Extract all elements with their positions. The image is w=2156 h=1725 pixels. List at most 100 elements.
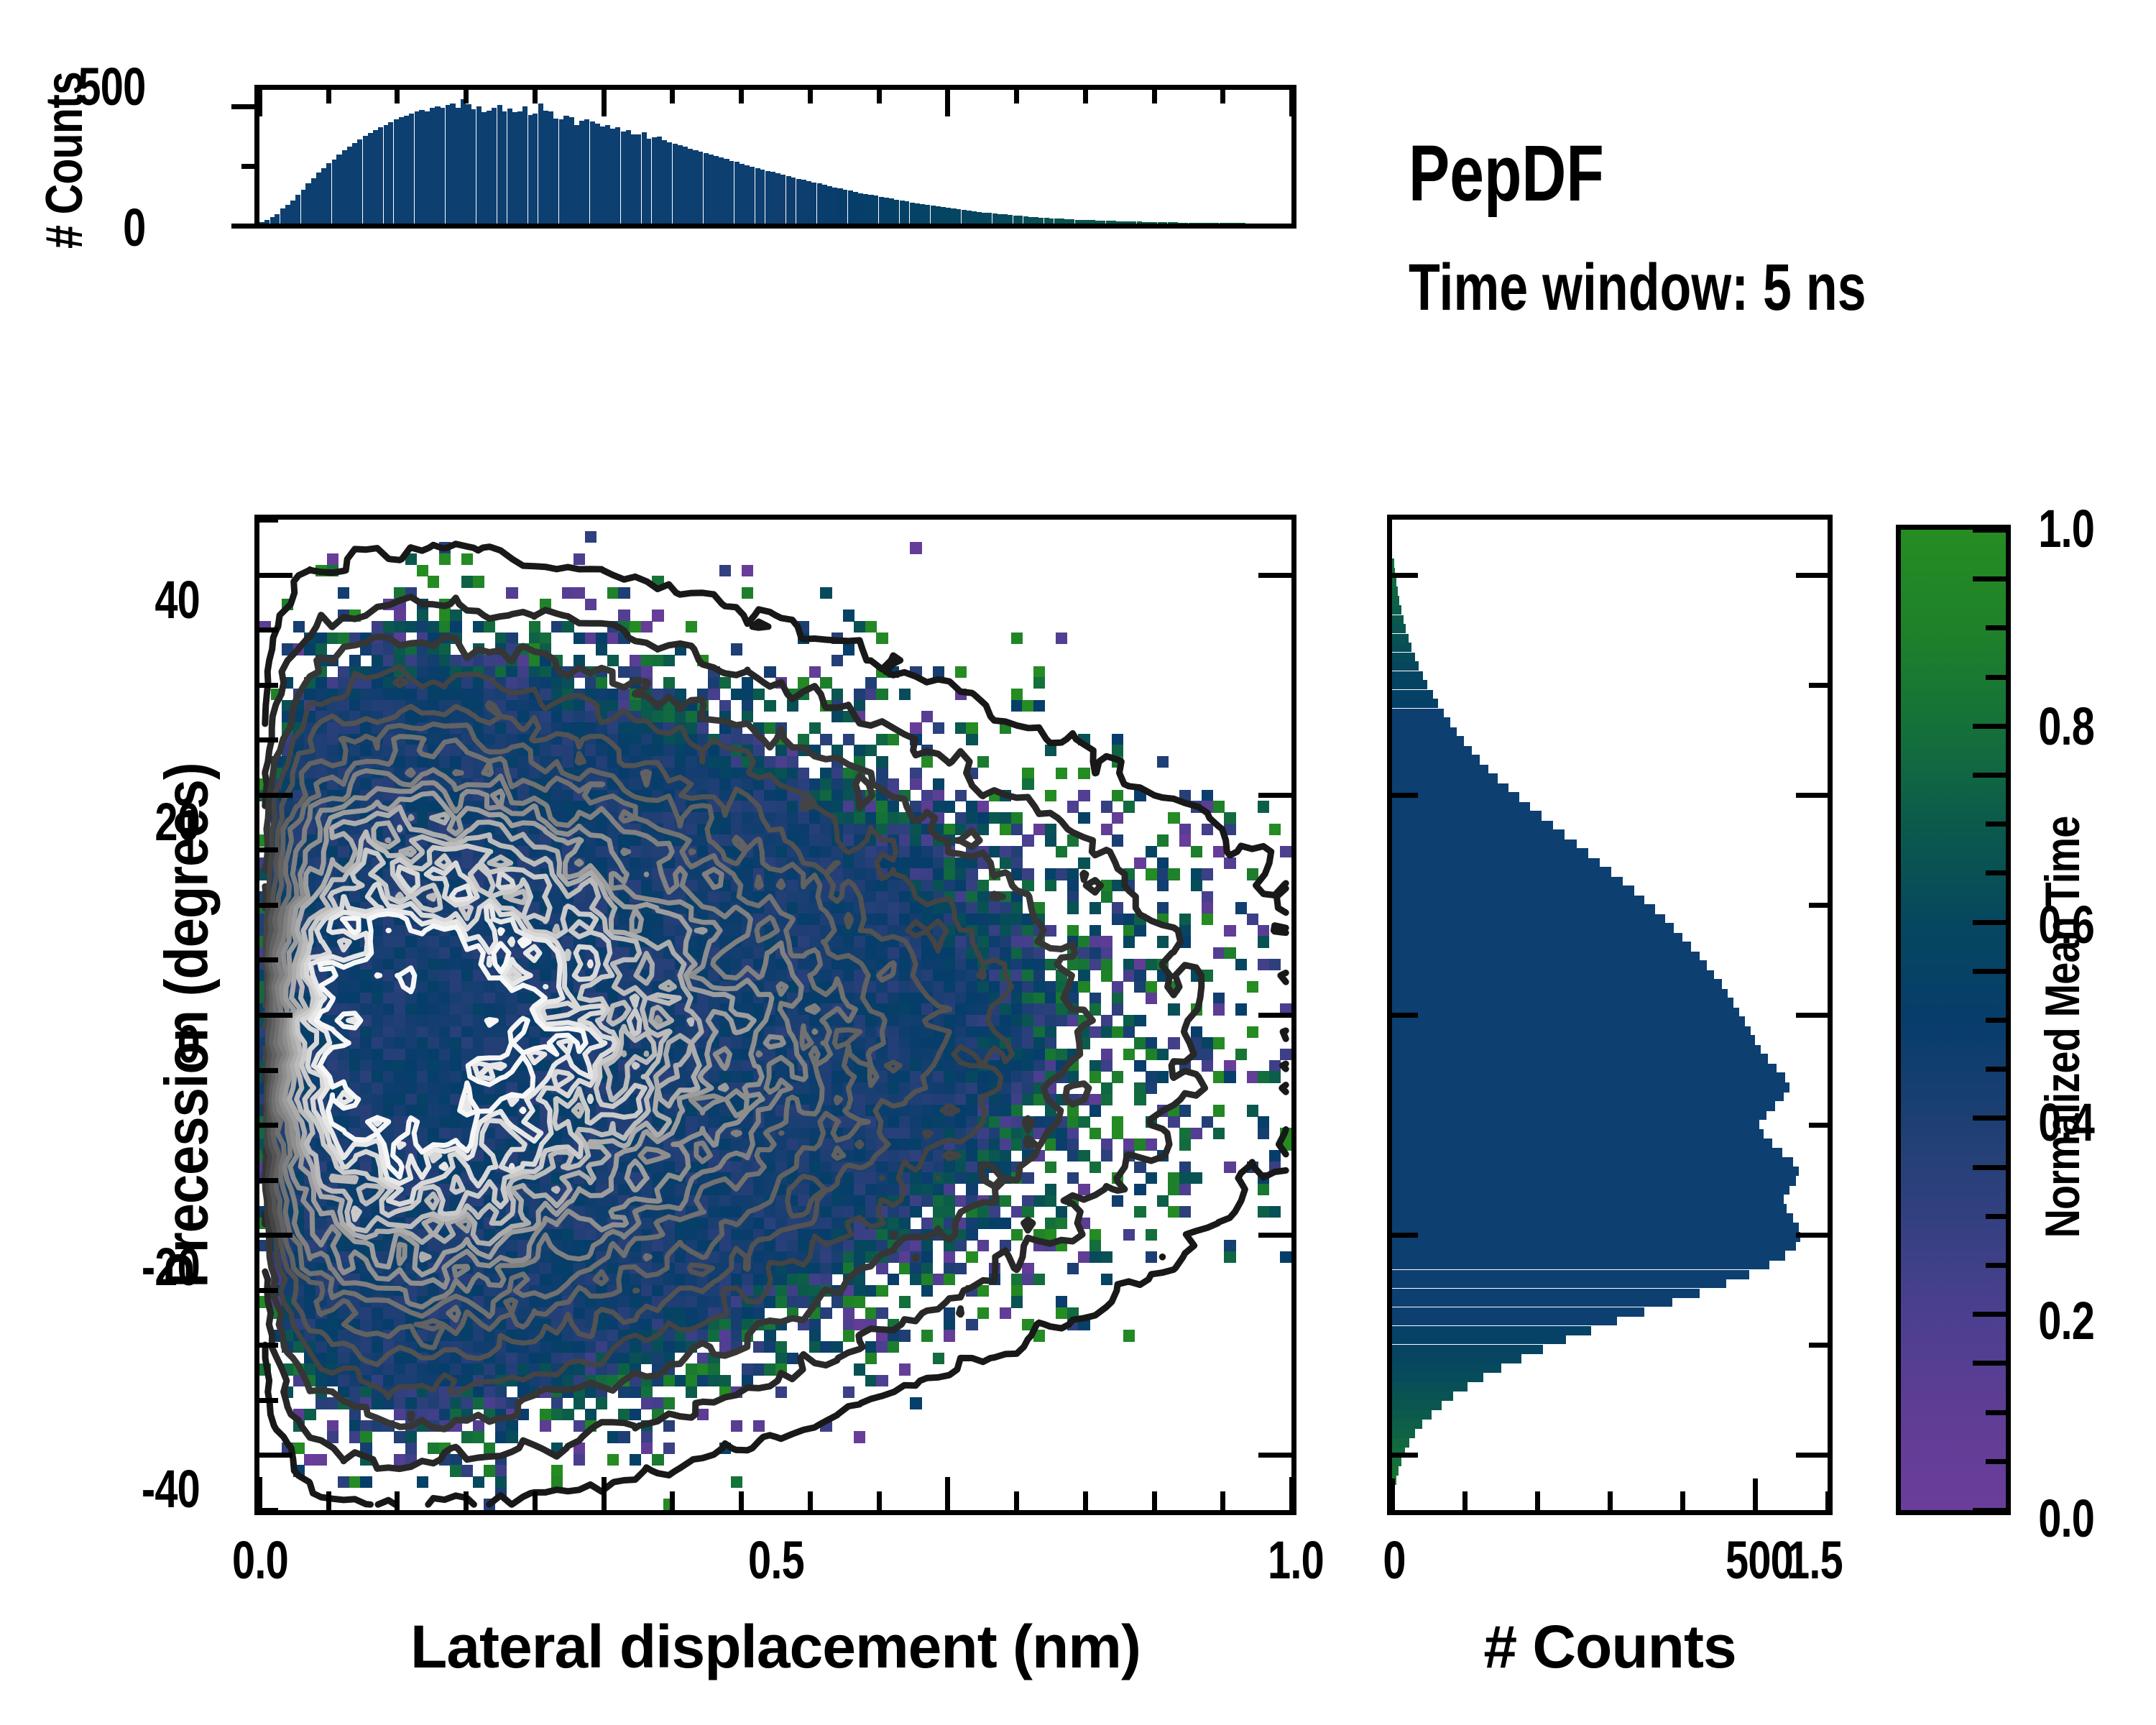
- heatmap-cell: [405, 789, 418, 802]
- heatmap-cell: [820, 1240, 832, 1252]
- heatmap-cell: [854, 1363, 866, 1376]
- heatmap-cell: [630, 620, 642, 633]
- heatmap-cell: [528, 801, 540, 813]
- heatmap-cell: [484, 1026, 496, 1038]
- heatmap-cell: [282, 643, 294, 656]
- heatmap-cell: [270, 992, 282, 1004]
- right-histogram-bar: [1392, 1400, 1442, 1411]
- heatmap-cell: [798, 733, 810, 745]
- heatmap-cell: [831, 1251, 844, 1264]
- heatmap-cell: [730, 1318, 742, 1331]
- heatmap-cell: [652, 1307, 664, 1320]
- heatmap-cell: [674, 1015, 686, 1027]
- heatmap-cell: [663, 1318, 676, 1331]
- top-histogram-bar: [1120, 221, 1126, 224]
- heatmap-cell: [921, 1149, 934, 1162]
- heatmap-cell: [517, 1172, 530, 1184]
- main-xtick-mark: [807, 1491, 813, 1510]
- main-xtick-mark: [1220, 1491, 1226, 1510]
- heatmap-cell: [686, 914, 698, 926]
- heatmap-cell: [1056, 1206, 1068, 1218]
- heatmap-cell: [461, 1172, 474, 1184]
- heatmap-cell: [652, 1105, 664, 1117]
- right-histogram-ytick-mark: [1796, 1013, 1828, 1018]
- heatmap-cell: [528, 891, 540, 903]
- heatmap-cell: [686, 1003, 698, 1016]
- heatmap-cell: [1010, 1105, 1023, 1117]
- heatmap-cell: [764, 1228, 776, 1241]
- heatmap-cell: [752, 947, 765, 960]
- heatmap-cell: [764, 823, 776, 836]
- heatmap-cell: [865, 812, 877, 824]
- heatmap-cell: [360, 1341, 372, 1353]
- heatmap-cell: [798, 1262, 810, 1274]
- right-histogram-bar: [1392, 914, 1665, 924]
- heatmap-cell: [528, 981, 540, 993]
- heatmap-cell: [484, 812, 496, 824]
- heatmap-cell: [640, 914, 653, 926]
- heatmap-cell: [898, 880, 911, 892]
- heatmap-cell: [1156, 902, 1169, 914]
- heatmap-cell: [596, 1375, 608, 1387]
- heatmap-cell: [775, 1138, 788, 1151]
- heatmap-cell: [854, 1003, 866, 1016]
- heatmap-cell: [954, 666, 967, 678]
- heatmap-cell: [696, 699, 709, 712]
- heatmap-cell: [494, 1240, 507, 1252]
- heatmap-cell: [954, 1093, 967, 1105]
- heatmap-cell: [405, 722, 418, 735]
- heatmap-cell: [1078, 970, 1090, 982]
- heatmap-cell: [607, 846, 619, 858]
- heatmap-cell: [484, 1330, 496, 1342]
- heatmap-cell: [1067, 1015, 1079, 1027]
- heatmap-cell: [719, 733, 732, 745]
- heatmap-cell: [562, 936, 574, 948]
- heatmap-cell: [416, 1149, 428, 1162]
- heatmap-cell: [730, 1172, 742, 1184]
- heatmap-cell: [865, 970, 877, 982]
- heatmap-cell: [944, 1059, 956, 1072]
- heatmap-cell: [382, 677, 395, 689]
- heatmap-cell: [428, 992, 440, 1004]
- heatmap-cell: [954, 1172, 967, 1184]
- heatmap-cell: [663, 936, 676, 948]
- heatmap-cell: [1056, 1003, 1068, 1016]
- heatmap-cell: [472, 1195, 484, 1207]
- heatmap-cell: [382, 620, 395, 633]
- heatmap-cell: [540, 846, 552, 858]
- heatmap-cell: [1112, 1195, 1124, 1207]
- heatmap-cell: [416, 1307, 428, 1320]
- heatmap-cell: [573, 823, 586, 836]
- heatmap-cell: [652, 1409, 664, 1421]
- heatmap-cell: [932, 1217, 944, 1230]
- heatmap-cell: [438, 1048, 451, 1061]
- heatmap-cell: [338, 857, 350, 870]
- heatmap-cell: [820, 1183, 832, 1196]
- heatmap-cell: [372, 812, 384, 824]
- heatmap-cell: [798, 857, 810, 870]
- heatmap-cell: [1022, 958, 1034, 970]
- heatmap-cell: [292, 1443, 305, 1455]
- heatmap-cell: [730, 1420, 742, 1432]
- heatmap-cell: [742, 1195, 754, 1207]
- heatmap-cell: [719, 958, 732, 970]
- heatmap-cell: [416, 1240, 428, 1252]
- heatmap-cell: [573, 1274, 586, 1286]
- heatmap-cell: [652, 1397, 664, 1409]
- heatmap-cell: [630, 711, 642, 723]
- heatmap-cell: [1134, 1206, 1146, 1218]
- heatmap-cell: [573, 767, 586, 779]
- heatmap-cell: [1134, 1082, 1146, 1095]
- heatmap-cell: [607, 868, 619, 880]
- heatmap-cell: [349, 1240, 361, 1252]
- top-histogram-bar: [739, 163, 745, 224]
- heatmap-cell: [663, 1071, 676, 1083]
- heatmap-cell: [898, 1161, 911, 1173]
- heatmap-cell: [360, 981, 372, 993]
- heatmap-cell: [461, 666, 474, 678]
- heatmap-cell: [506, 1138, 518, 1151]
- heatmap-cell: [438, 801, 451, 813]
- heatmap-cell: [831, 1161, 844, 1173]
- heatmap-cell: [898, 1105, 911, 1117]
- right-histogram-bar: [1392, 671, 1424, 681]
